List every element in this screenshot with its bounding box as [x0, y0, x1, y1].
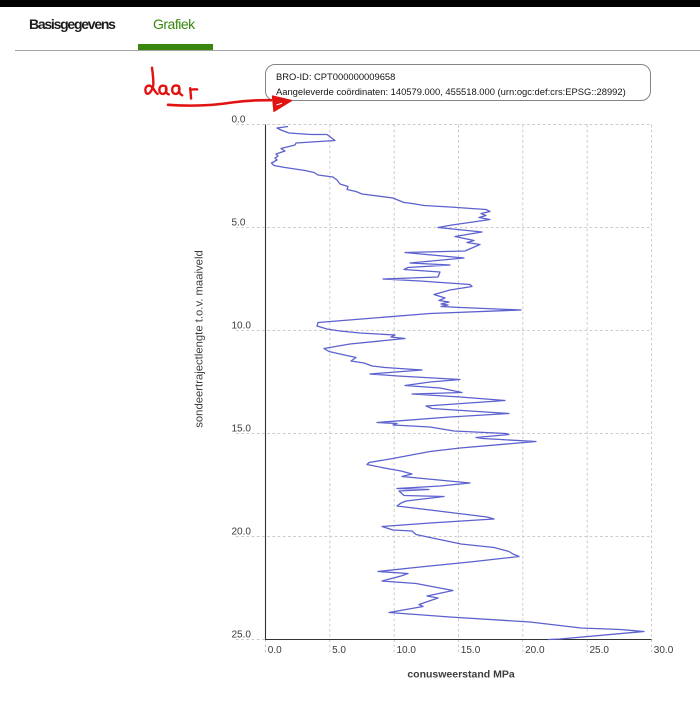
- svg-text:conusweerstand MPa: conusweerstand MPa: [407, 669, 515, 681]
- svg-text:20.0: 20.0: [525, 645, 545, 656]
- svg-text:10.0: 10.0: [232, 321, 252, 332]
- svg-text:25.0: 25.0: [232, 630, 252, 641]
- svg-text:30.0: 30.0: [654, 645, 674, 656]
- svg-text:5.0: 5.0: [232, 218, 246, 229]
- svg-text:sondeertrajectlengte t.o.v. ma: sondeertrajectlengte t.o.v. maaiveld: [194, 250, 206, 428]
- svg-text:15.0: 15.0: [461, 645, 481, 656]
- svg-text:10.0: 10.0: [397, 645, 417, 656]
- svg-text:15.0: 15.0: [232, 424, 252, 435]
- svg-text:0.0: 0.0: [232, 115, 246, 126]
- svg-text:0.0: 0.0: [268, 645, 282, 656]
- svg-text:20.0: 20.0: [232, 527, 252, 538]
- svg-text:25.0: 25.0: [590, 645, 610, 656]
- svg-text:5.0: 5.0: [332, 645, 346, 656]
